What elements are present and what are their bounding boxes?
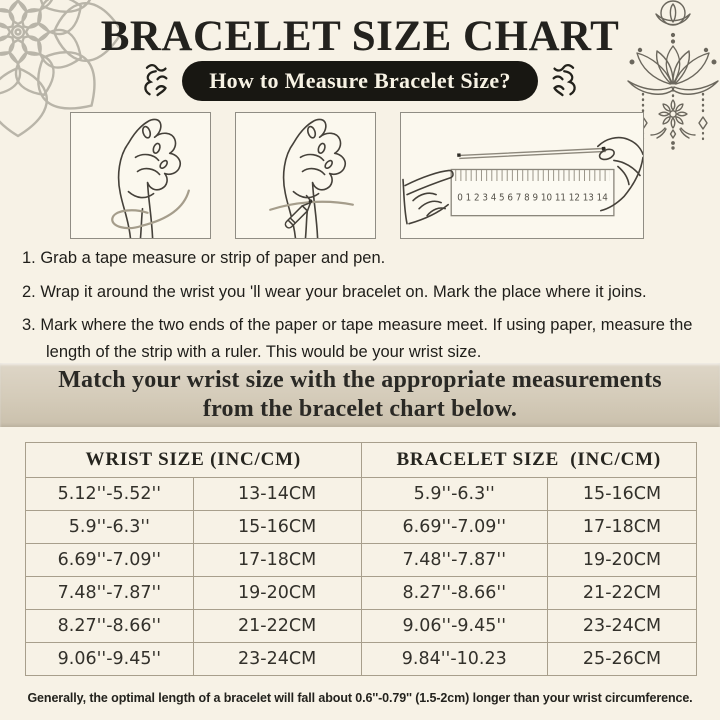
table-row: 6.69''-7.09'' 17-18CM 7.48''-7.87'' 19-2…	[25, 543, 697, 577]
right-flourish-icon	[552, 63, 576, 97]
size-table: WRIST SIZE (INC/CM) BRACELET SIZE (INC/C…	[25, 442, 697, 676]
wrist-inch-cell: 5.12''-5.52''	[25, 477, 194, 511]
step-3: 3. Mark where the two ends of the paper …	[22, 316, 693, 361]
bracelet-size-header: BRACELET SIZE (INC/CM)	[360, 442, 697, 478]
wrist-cm-cell: 17-18CM	[192, 543, 362, 577]
left-flourish-icon	[144, 63, 168, 97]
wrist-cm-cell: 13-14CM	[192, 477, 362, 511]
bracelet-inch-cell: 9.84''-10.23	[360, 642, 549, 676]
step-2: 2. Wrap it around the wrist you 'll wear…	[22, 282, 647, 301]
instruction-steps: 1. Grab a tape measure or strip of paper…	[22, 245, 704, 373]
bracelet-inch-cell: 6.69''-7.09''	[360, 510, 549, 544]
banner-line-2: from the bracelet chart below.	[202, 396, 518, 422]
table-row: 5.9''-6.3'' 15-16CM 6.69''-7.09'' 17-18C…	[25, 510, 697, 544]
wrist-inch-cell: 8.27''-8.66''	[25, 609, 194, 643]
wrist-inch-cell: 5.9''-6.3''	[25, 510, 194, 544]
table-header-row: WRIST SIZE (INC/CM) BRACELET SIZE (INC/C…	[25, 442, 697, 478]
wrist-cm-cell: 23-24CM	[192, 642, 362, 676]
banner-line-1: Match your wrist size with the appropria…	[58, 367, 662, 393]
wrist-cm-cell: 19-20CM	[192, 576, 362, 610]
wrist-inch-cell: 6.69''-7.09''	[25, 543, 194, 577]
bracelet-cm-cell: 17-18CM	[547, 510, 697, 544]
table-row: 7.48''-7.87'' 19-20CM 8.27''-8.66'' 21-2…	[25, 576, 697, 610]
bracelet-cm-cell: 25-26CM	[547, 642, 697, 676]
mark-wrist-illustration	[235, 112, 376, 239]
ruler-numbers: 0 1 2 3 4 5 6 7 8 9 10 11 12 13 14	[457, 193, 608, 204]
bracelet-cm-cell: 21-22CM	[547, 576, 697, 610]
wrist-inch-cell: 9.06''-9.45''	[25, 642, 194, 676]
illustration-row: 0 1 2 3 4 5 6 7 8 9 10 11 12 13 14	[70, 112, 644, 239]
match-banner: Match your wrist size with the appropria…	[0, 363, 720, 427]
wrist-size-header: WRIST SIZE (INC/CM)	[25, 442, 362, 478]
table-row: 8.27''-8.66'' 21-22CM 9.06''-9.45'' 23-2…	[25, 609, 697, 643]
bracelet-cm-cell: 19-20CM	[547, 543, 697, 577]
wrist-inch-cell: 7.48''-7.87''	[25, 576, 194, 610]
bracelet-inch-cell: 7.48''-7.87''	[360, 543, 549, 577]
bracelet-inch-cell: 9.06''-9.45''	[360, 609, 549, 643]
page-title: BRACELET SIZE CHART	[100, 13, 620, 60]
table-row: 5.12''-5.52'' 13-14CM 5.9''-6.3'' 15-16C…	[25, 477, 697, 511]
badge-row: How to Measure Bracelet Size?	[0, 59, 720, 103]
step-1: 1. Grab a tape measure or strip of paper…	[22, 249, 386, 267]
bracelet-cm-cell: 15-16CM	[547, 477, 697, 511]
ruler-measure-illustration: 0 1 2 3 4 5 6 7 8 9 10 11 12 13 14	[400, 112, 644, 239]
wrist-cm-cell: 21-22CM	[192, 609, 362, 643]
table-row: 9.06''-9.45'' 23-24CM 9.84''-10.23 25-26…	[25, 642, 697, 676]
wrist-cm-cell: 15-16CM	[192, 510, 362, 544]
footnote: Generally, the optimal length of a brace…	[27, 691, 693, 705]
bracelet-cm-cell: 23-24CM	[547, 609, 697, 643]
how-to-measure-badge: How to Measure Bracelet Size?	[182, 61, 538, 101]
wrap-tape-illustration	[70, 112, 211, 239]
bracelet-inch-cell: 8.27''-8.66''	[360, 576, 549, 610]
bracelet-inch-cell: 5.9''-6.3''	[360, 477, 549, 511]
